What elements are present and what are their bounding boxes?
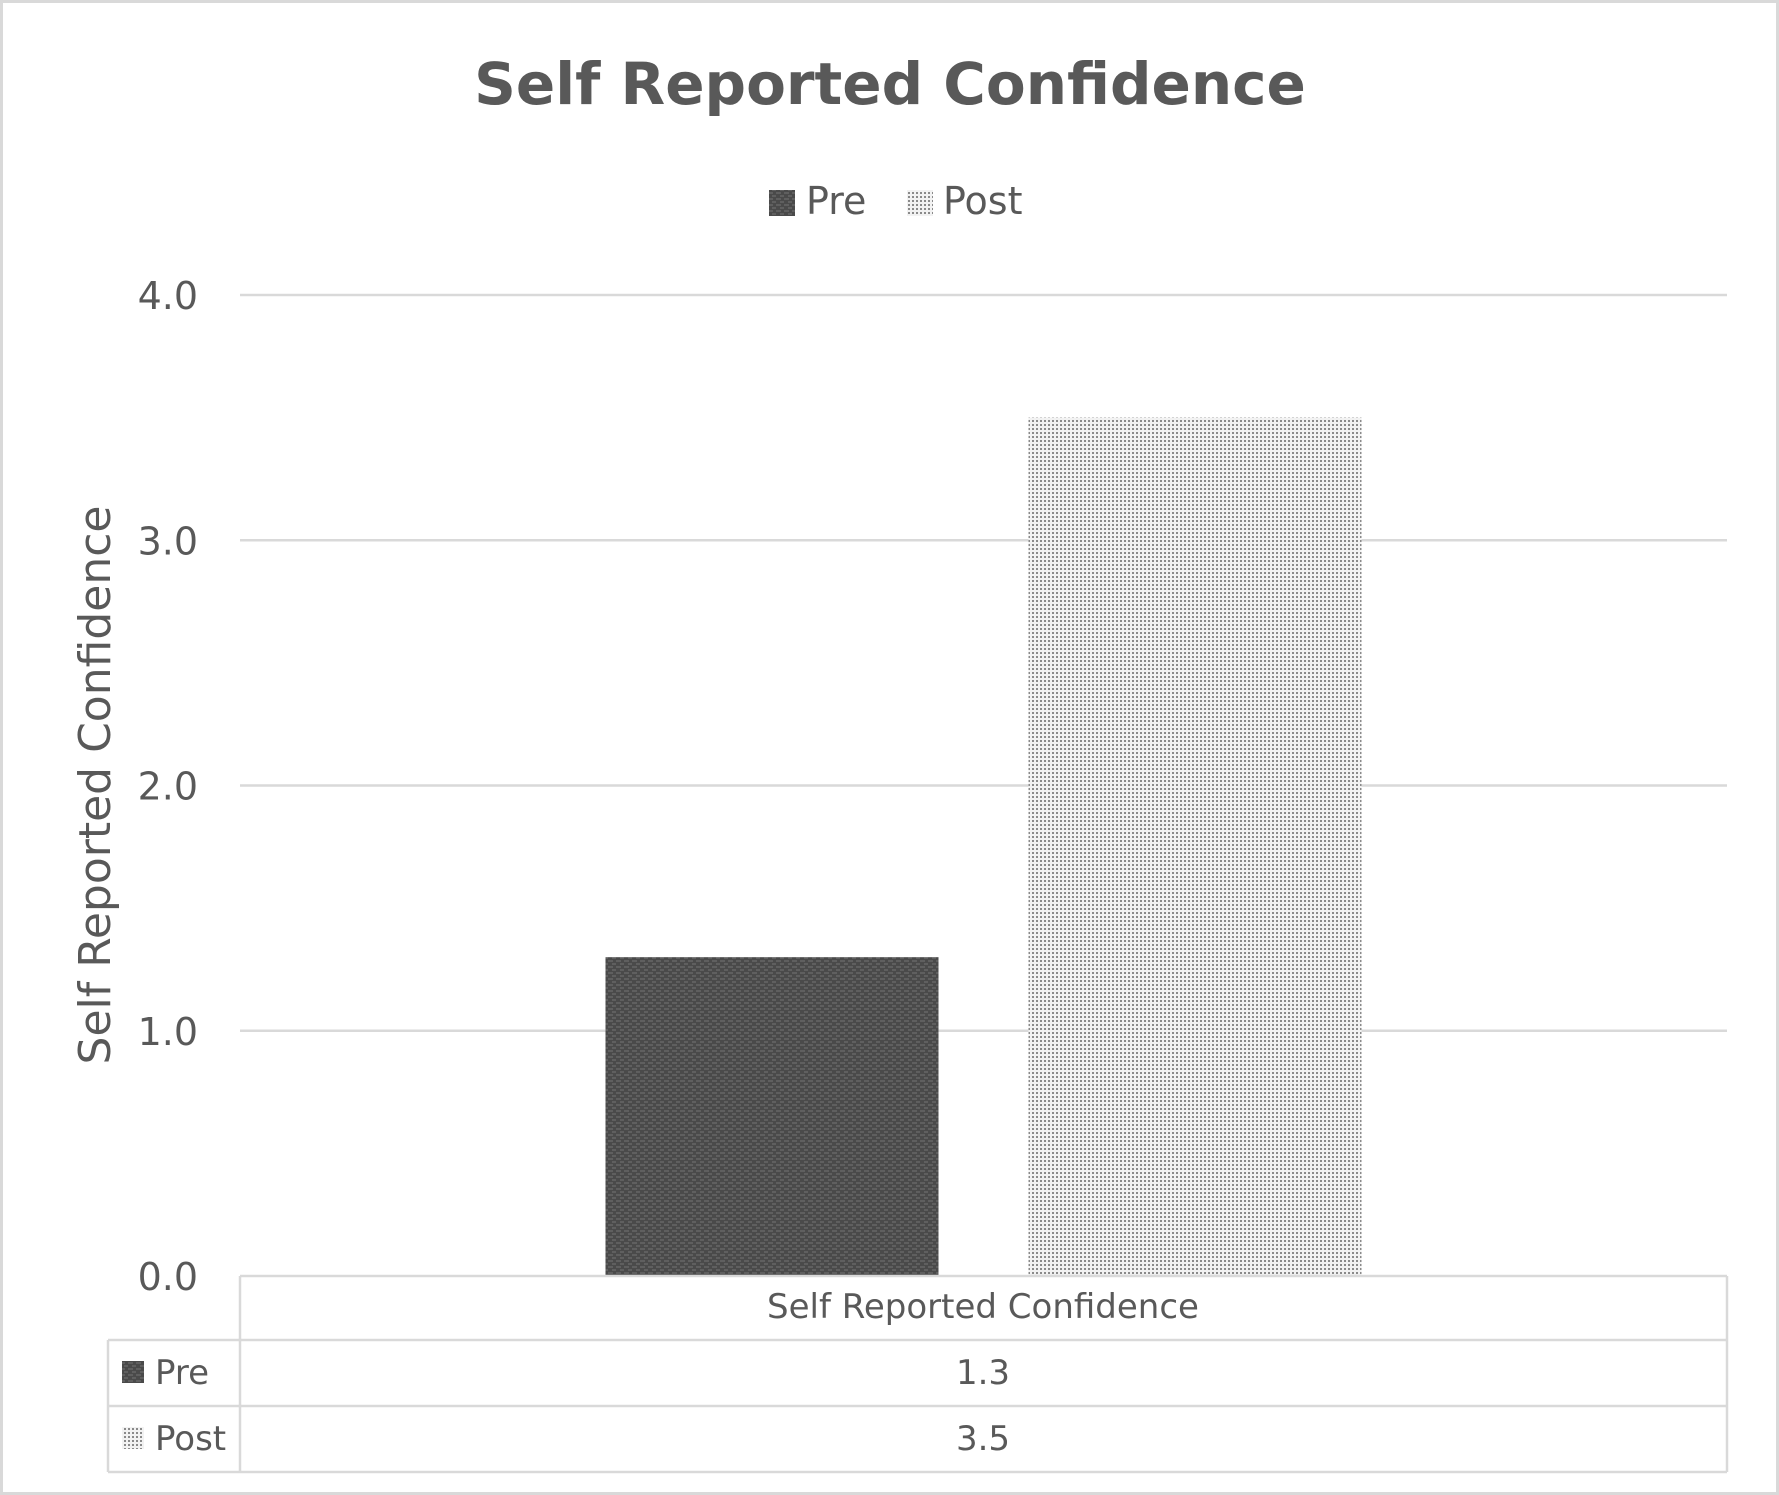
legend-swatch-post bbox=[907, 190, 933, 216]
y-tick-label: 4.0 bbox=[138, 274, 198, 318]
data-table: Self Reported Confidence Pre 1.3 Post 3.… bbox=[106, 1274, 1729, 1474]
y-tick-label: 0.0 bbox=[138, 1255, 198, 1299]
legend-label-pre: Pre bbox=[806, 179, 866, 223]
legend-swatch-pre bbox=[769, 190, 795, 216]
table-swatch-pre bbox=[122, 1361, 144, 1383]
table-value-pre: 1.3 bbox=[956, 1353, 1010, 1393]
gridlines bbox=[240, 293, 1727, 1032]
y-tick-label: 1.0 bbox=[138, 1010, 198, 1054]
table-value-post: 3.5 bbox=[956, 1419, 1010, 1459]
y-tick-label: 2.0 bbox=[138, 765, 198, 809]
table-row-label-post: Post bbox=[155, 1419, 226, 1459]
table-swatch-post bbox=[122, 1427, 144, 1449]
bar-pre bbox=[605, 957, 939, 1276]
legend: Pre Post bbox=[769, 179, 1023, 223]
y-tick-label: 3.0 bbox=[138, 519, 198, 563]
table-header: Self Reported Confidence bbox=[767, 1287, 1199, 1327]
y-axis-label: Self Reported Confidence bbox=[70, 506, 121, 1065]
bar-post bbox=[1028, 417, 1362, 1276]
bars bbox=[605, 417, 1362, 1276]
legend-label-post: Post bbox=[943, 179, 1023, 223]
chart-title: Self Reported Confidence bbox=[474, 50, 1306, 118]
table-row-label-pre: Pre bbox=[155, 1353, 209, 1393]
y-axis-tick-labels: 0.0 1.0 2.0 3.0 4.0 bbox=[138, 274, 198, 1299]
